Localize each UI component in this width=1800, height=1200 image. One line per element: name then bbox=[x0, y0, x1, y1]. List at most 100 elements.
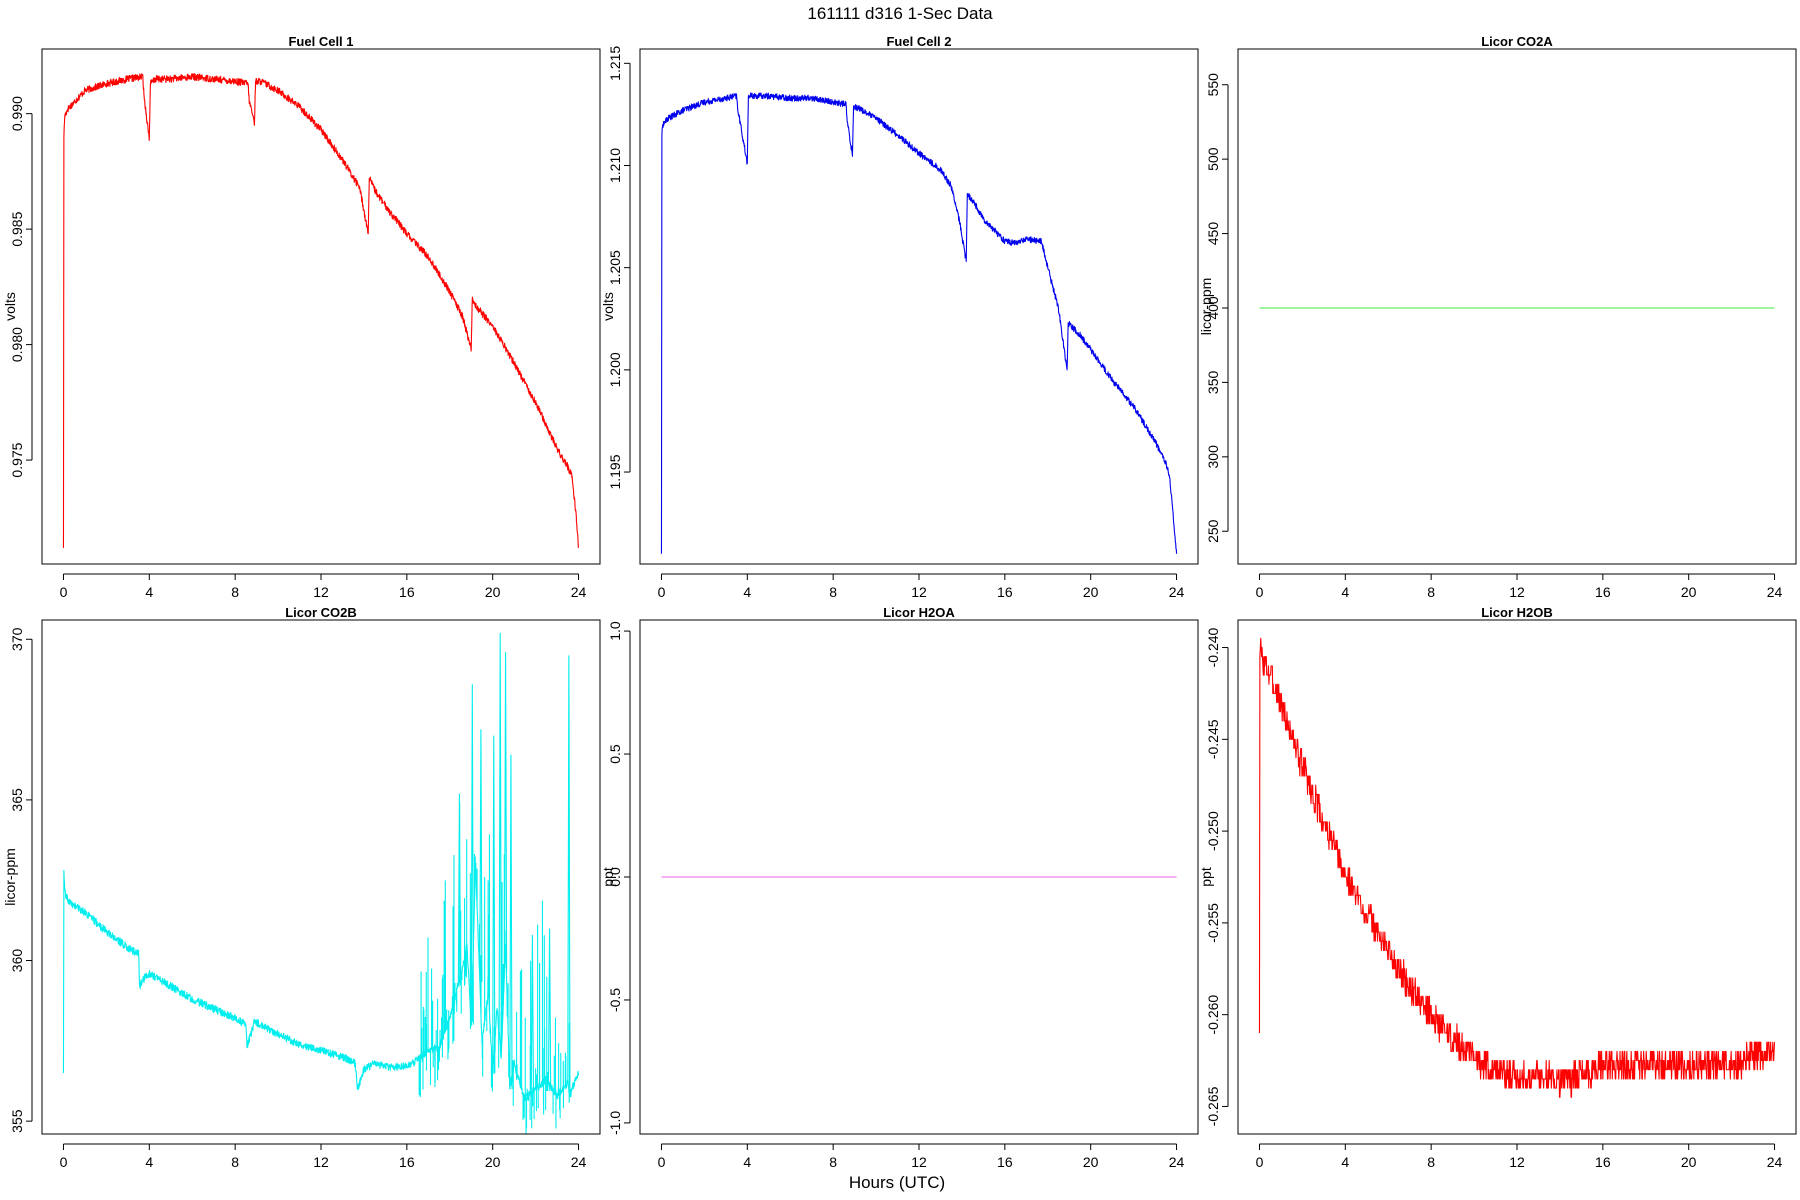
x-tick-label: 16 bbox=[997, 1154, 1013, 1170]
y-tick-label: 0.975 bbox=[9, 442, 25, 477]
x-tick-label: 0 bbox=[658, 1154, 666, 1170]
x-tick-label: 16 bbox=[399, 1154, 415, 1170]
x-tick-label: 8 bbox=[1427, 584, 1435, 600]
y-tick-label: -1.0 bbox=[607, 1111, 623, 1135]
figure-title: 161111 d316 1-Sec Data bbox=[807, 4, 993, 23]
chart-panel-5: Licor H2OA ppt 0 4 8 12 16 20 24 -1.0 -0.5 0.0 0.5 1.… bbox=[600, 605, 1199, 1170]
chart-panels: Fuel Cell 1 volts 0 4 8 12 16 20 24 0.975 0.980 0.9… bbox=[2, 34, 1797, 1170]
x-tick-label: 0 bbox=[1256, 584, 1264, 600]
series-line-1 bbox=[1258, 637, 1776, 1098]
x-tick-label: 20 bbox=[1681, 1154, 1697, 1170]
x-tick-label: 24 bbox=[1169, 1154, 1185, 1170]
x-tick-label: 0 bbox=[1256, 1154, 1264, 1170]
x-tick-label: 24 bbox=[1767, 584, 1783, 600]
x-tick-label: 4 bbox=[1341, 584, 1349, 600]
y-tick-label: 1.215 bbox=[607, 46, 623, 81]
y-axis-label: volts bbox=[600, 292, 616, 321]
x-tick-label: 0 bbox=[60, 1154, 68, 1170]
chart-panel-2: Fuel Cell 2 volts 0 4 8 12 16 20 24 1.195 1.200 1.2… bbox=[600, 34, 1199, 600]
y-tick-label: 365 bbox=[9, 788, 25, 812]
y-tick-label: -0.260 bbox=[1205, 995, 1221, 1035]
y-tick-label: 0.5 bbox=[607, 744, 623, 764]
y-tick-label: 1.210 bbox=[607, 148, 623, 183]
x-tick-label: 8 bbox=[1427, 1154, 1435, 1170]
y-tick-label: 1.200 bbox=[607, 352, 623, 387]
panel-title: Fuel Cell 1 bbox=[288, 34, 353, 49]
x-tick-label: 8 bbox=[231, 584, 239, 600]
panel-title: Fuel Cell 2 bbox=[886, 34, 951, 49]
y-tick-label: 500 bbox=[1205, 147, 1221, 171]
panel-title: Licor CO2B bbox=[285, 605, 357, 620]
y-tick-label: -0.5 bbox=[607, 988, 623, 1012]
y-tick-label: 360 bbox=[9, 949, 25, 973]
y-tick-label: 370 bbox=[9, 627, 25, 651]
y-tick-label: 350 bbox=[1205, 371, 1221, 395]
y-tick-label: 400 bbox=[1205, 296, 1221, 320]
series-line-1 bbox=[62, 72, 580, 549]
y-tick-label: 355 bbox=[9, 1109, 25, 1133]
y-tick-label: -0.245 bbox=[1205, 719, 1221, 759]
plot-area bbox=[62, 632, 580, 1134]
x-tick-label: 12 bbox=[1509, 584, 1525, 600]
chart-panel-1: Fuel Cell 1 volts 0 4 8 12 16 20 24 0.975 0.980 0.9… bbox=[2, 34, 601, 600]
x-tick-label: 20 bbox=[485, 584, 501, 600]
series-line-1 bbox=[660, 92, 1178, 554]
x-tick-label: 12 bbox=[911, 584, 927, 600]
x-tick-label: 4 bbox=[1341, 1154, 1349, 1170]
plot-frame bbox=[639, 48, 1199, 565]
x-tick-label: 0 bbox=[60, 584, 68, 600]
panel-title: Licor H2OB bbox=[1481, 605, 1553, 620]
chart-panel-3: Licor CO2A licor-ppm 0 4 8 12 16 20 24 250 300 350 4… bbox=[1198, 34, 1797, 600]
y-axis-label: ppt bbox=[1198, 867, 1214, 887]
x-tick-label: 12 bbox=[1509, 1154, 1525, 1170]
y-axis-label: ppt bbox=[600, 867, 616, 887]
x-tick-label: 16 bbox=[1595, 584, 1611, 600]
y-tick-label: 550 bbox=[1205, 73, 1221, 97]
plot-frame bbox=[1237, 619, 1797, 1135]
plot-frame bbox=[41, 619, 601, 1135]
y-tick-label: -0.265 bbox=[1205, 1086, 1221, 1126]
x-tick-label: 12 bbox=[313, 584, 329, 600]
x-tick-label: 8 bbox=[829, 1154, 837, 1170]
x-tick-label: 16 bbox=[399, 584, 415, 600]
x-tick-label: 20 bbox=[1083, 1154, 1099, 1170]
plot-frame bbox=[41, 48, 601, 565]
plot-frame bbox=[639, 619, 1199, 1135]
chart-panel-4: Licor CO2B licor-ppm 0 4 8 12 16 20 24 355 360 365 3… bbox=[2, 605, 601, 1170]
x-tick-label: 16 bbox=[1595, 1154, 1611, 1170]
y-tick-label: 0.990 bbox=[9, 96, 25, 131]
x-tick-label: 12 bbox=[313, 1154, 329, 1170]
y-tick-label: -0.240 bbox=[1205, 627, 1221, 667]
spike-lines bbox=[418, 632, 571, 1134]
x-tick-label: 0 bbox=[658, 584, 666, 600]
y-tick-label: 1.195 bbox=[607, 454, 623, 489]
x-tick-label: 8 bbox=[829, 584, 837, 600]
plot-area bbox=[660, 92, 1178, 554]
y-axis-label: licor-ppm bbox=[1198, 278, 1214, 336]
x-tick-label: 20 bbox=[1681, 584, 1697, 600]
x-tick-label: 8 bbox=[231, 1154, 239, 1170]
y-tick-label: 1.205 bbox=[607, 250, 623, 285]
chart-panel-6: Licor H2OB ppt 0 4 8 12 16 20 24 -0.265 -0.260 -0.2… bbox=[1198, 605, 1797, 1170]
plot-frame bbox=[1237, 48, 1797, 565]
x-tick-label: 4 bbox=[743, 1154, 751, 1170]
y-tick-label: -0.255 bbox=[1205, 903, 1221, 943]
y-tick-label: 300 bbox=[1205, 445, 1221, 469]
x-tick-label: 20 bbox=[1083, 584, 1099, 600]
y-tick-label: 450 bbox=[1205, 222, 1221, 246]
x-tick-label: 4 bbox=[743, 584, 751, 600]
plot-area bbox=[1258, 637, 1776, 1098]
x-tick-label: 4 bbox=[145, 584, 153, 600]
plot-area bbox=[62, 72, 580, 549]
panel-title: Licor CO2A bbox=[1481, 34, 1553, 49]
x-tick-label: 12 bbox=[911, 1154, 927, 1170]
y-tick-label: 250 bbox=[1205, 519, 1221, 543]
figure-x-axis-label: Hours (UTC) bbox=[849, 1173, 945, 1192]
y-axis-label: volts bbox=[2, 292, 18, 321]
y-tick-label: -0.250 bbox=[1205, 811, 1221, 851]
x-tick-label: 20 bbox=[485, 1154, 501, 1170]
y-axis-label: licor-ppm bbox=[2, 848, 18, 906]
x-tick-label: 24 bbox=[571, 1154, 587, 1170]
panel-title: Licor H2OA bbox=[883, 605, 955, 620]
